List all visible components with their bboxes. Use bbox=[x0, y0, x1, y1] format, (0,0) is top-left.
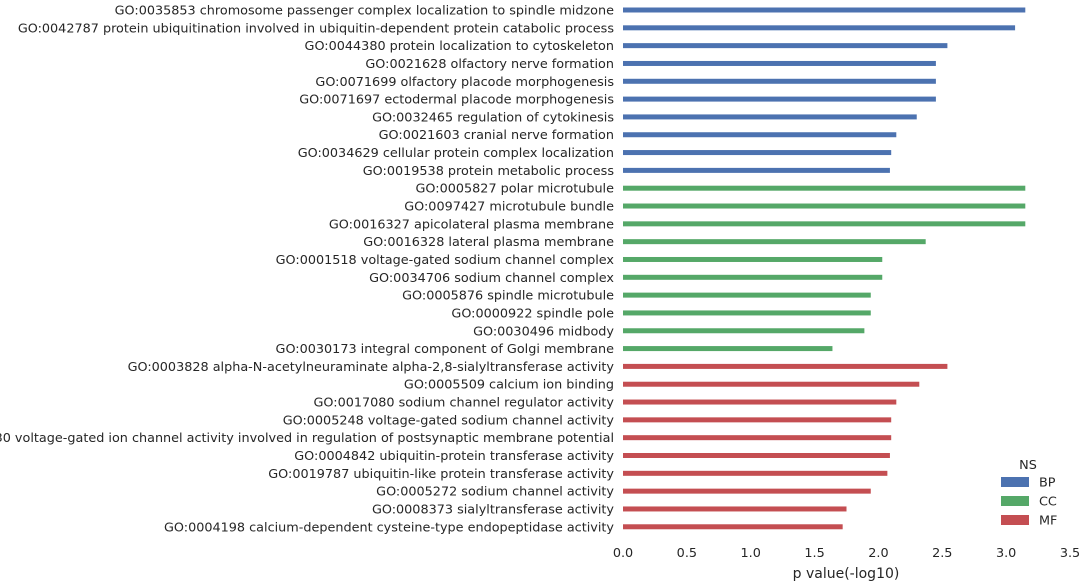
category-label: GO:0016328 lateral plasma membrane bbox=[363, 235, 614, 250]
x-tick-label: 2.0 bbox=[868, 546, 888, 561]
category-label: GO:0019787 ubiquitin-like protein transf… bbox=[268, 467, 614, 482]
category-label: GO:0071699 olfactory placode morphogenes… bbox=[315, 75, 614, 90]
category-label: GO:0032465 regulation of cytokinesis bbox=[372, 110, 614, 125]
category-label: GO:0008373 sialyltransferase activity bbox=[372, 502, 614, 517]
bar-mf-24 bbox=[623, 417, 892, 423]
category-label: GO:0005272 sodium channel activity bbox=[376, 485, 614, 500]
category-label: GO:0042787 protein ubiquitination involv… bbox=[18, 21, 615, 36]
category-label: GO:0030496 midbody bbox=[473, 324, 614, 339]
category-label: GO:0004198 calcium-dependent cysteine-ty… bbox=[164, 520, 614, 535]
legend-entries: BP CC MF bbox=[1001, 476, 1057, 529]
category-label: GO:0001518 voltage-gated sodium channel … bbox=[276, 253, 615, 268]
bar-bp-10 bbox=[623, 167, 890, 173]
category-label: GO:0003828 alpha-N-acetylneuraminate alp… bbox=[128, 360, 615, 375]
bar-cc-14 bbox=[623, 239, 926, 245]
x-tick-label: 1.5 bbox=[804, 546, 824, 561]
legend-swatch-cc bbox=[1001, 496, 1029, 506]
bar-mf-25 bbox=[623, 435, 892, 441]
bar-mf-28 bbox=[623, 488, 871, 494]
legend-label-bp: BP bbox=[1039, 476, 1056, 491]
legend-label-mf: MF bbox=[1039, 514, 1057, 529]
category-label: GO:0021603 cranial nerve formation bbox=[379, 128, 614, 143]
legend: NS BP CC MF bbox=[1001, 458, 1057, 529]
bar-bp-8 bbox=[623, 132, 897, 138]
bar-cc-17 bbox=[623, 292, 871, 298]
bar-mf-21 bbox=[623, 363, 948, 369]
bar-mf-30 bbox=[623, 524, 843, 530]
bar-mf-22 bbox=[623, 381, 920, 387]
category-label: GO:0071697 ectodermal placode morphogene… bbox=[299, 93, 614, 108]
x-tick-label: 3.0 bbox=[996, 546, 1016, 561]
x-tick-label: 0.0 bbox=[613, 546, 633, 561]
bars-layer bbox=[623, 7, 1026, 530]
category-label: GO:0034629 cellular protein complex loca… bbox=[298, 146, 614, 161]
bar-cc-13 bbox=[623, 221, 1026, 227]
x-axis-ticks: 0.0 0.5 1.0 1.5 2.0 2.5 3.0 3.5 bbox=[613, 546, 1080, 561]
bar-bp-3 bbox=[623, 43, 948, 49]
bar-bp-2 bbox=[623, 25, 1016, 31]
category-label: GO:0021628 olfactory nerve formation bbox=[365, 57, 614, 72]
x-tick-label: 3.5 bbox=[1060, 546, 1080, 561]
bar-cc-11 bbox=[623, 185, 1026, 191]
x-tick-label: 1.0 bbox=[741, 546, 761, 561]
category-label: GO:0097427 microtubule bundle bbox=[404, 200, 614, 215]
category-label: GO:0034706 sodium channel complex bbox=[369, 271, 614, 286]
bar-cc-20 bbox=[623, 346, 833, 352]
category-label: GO:0017080 sodium channel regulator acti… bbox=[314, 396, 615, 411]
legend-label-cc: CC bbox=[1039, 495, 1057, 510]
category-label: GO:0000922 spindle pole bbox=[451, 306, 614, 321]
category-label: GO:0030173 integral component of Golgi m… bbox=[276, 342, 615, 357]
category-label: GO:1905030 voltage-gated ion channel act… bbox=[0, 431, 614, 446]
category-labels: GO:0035853 chromosome passenger complex … bbox=[0, 4, 614, 536]
bar-mf-27 bbox=[623, 470, 888, 476]
bar-bp-9 bbox=[623, 150, 892, 156]
x-tick-label: 2.5 bbox=[932, 546, 952, 561]
category-label: GO:0005876 spindle microtubule bbox=[402, 289, 614, 304]
bar-bp-1 bbox=[623, 7, 1026, 13]
bar-bp-5 bbox=[623, 78, 936, 84]
x-axis-label: p value(-log10) bbox=[793, 566, 900, 582]
category-label: GO:0035853 chromosome passenger complex … bbox=[115, 4, 614, 19]
bar-cc-16 bbox=[623, 274, 883, 280]
category-label: GO:0005827 polar microtubule bbox=[416, 182, 615, 197]
category-label: GO:0016327 apicolateral plasma membrane bbox=[329, 217, 614, 232]
bar-cc-18 bbox=[623, 310, 871, 316]
bar-cc-15 bbox=[623, 256, 883, 262]
bar-cc-12 bbox=[623, 203, 1026, 209]
legend-swatch-mf bbox=[1001, 515, 1029, 525]
bar-bp-6 bbox=[623, 96, 936, 102]
category-label: GO:0044380 protein localization to cytos… bbox=[305, 39, 614, 54]
category-label: GO:0005509 calcium ion binding bbox=[404, 378, 614, 393]
bar-mf-23 bbox=[623, 399, 897, 405]
bar-bp-4 bbox=[623, 60, 936, 66]
category-label: GO:0019538 protein metabolic process bbox=[363, 164, 615, 179]
category-label: GO:0004842 ubiquitin-protein transferase… bbox=[294, 449, 614, 464]
x-tick-label: 0.5 bbox=[677, 546, 697, 561]
bar-cc-19 bbox=[623, 328, 865, 334]
legend-title: NS bbox=[1019, 458, 1037, 473]
bar-bp-7 bbox=[623, 114, 917, 120]
category-label: GO:0005248 voltage-gated sodium channel … bbox=[283, 413, 615, 428]
legend-swatch-bp bbox=[1001, 477, 1029, 487]
bar-mf-29 bbox=[623, 506, 847, 512]
bar-mf-26 bbox=[623, 453, 890, 458]
